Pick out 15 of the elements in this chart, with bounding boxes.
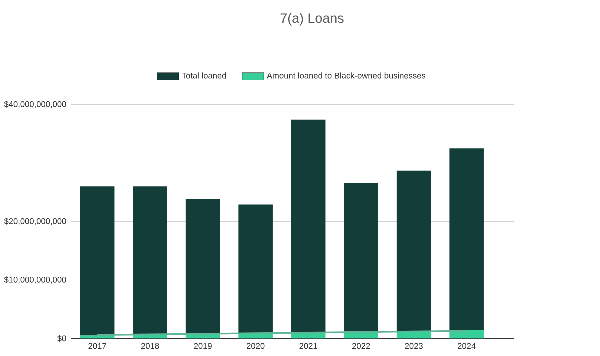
x-tick-label: 2024 <box>458 343 476 350</box>
x-tick-label: 2019 <box>194 343 212 350</box>
legend-label: Total loaned <box>182 72 226 79</box>
x-tick-label: 2018 <box>141 343 160 350</box>
y-tick-label: $10,000,000,000 <box>4 276 66 284</box>
y-tick-label: $40,000,000,000 <box>4 101 66 108</box>
x-tick-label: 2017 <box>88 343 106 350</box>
x-tick-label: 2020 <box>246 343 265 350</box>
x-tick-label: 2021 <box>300 343 318 350</box>
x-tick-label: 2023 <box>405 343 423 350</box>
y-tick-label: $0 <box>58 335 66 342</box>
chart-title: 7(a) Loans <box>280 13 344 26</box>
x-tick-label: 2022 <box>352 343 370 350</box>
y-tick-label: $20,000,000,000 <box>4 218 66 226</box>
legend-label: Amount loaned to Black-owned businesses <box>267 72 426 79</box>
